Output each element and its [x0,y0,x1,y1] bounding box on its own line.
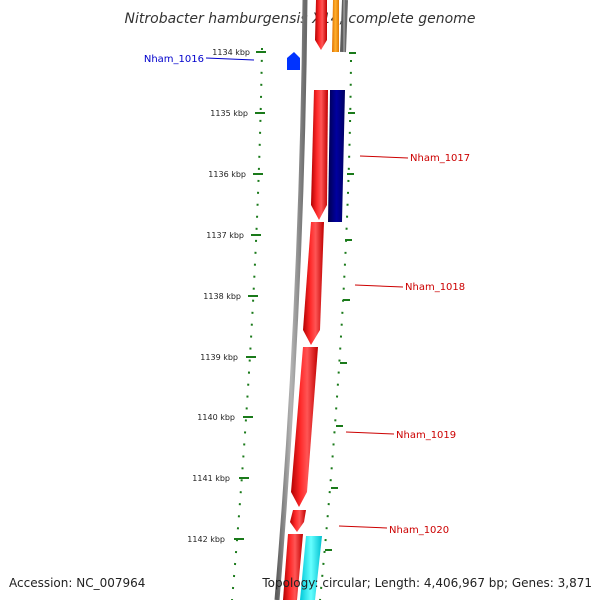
tick-label: 1134 kbp [212,48,250,57]
scale-ruler-left [231,47,263,600]
gene-feature-bottom[interactable] [283,534,303,600]
leader-line-nham-1017 [359,155,409,159]
cyan-feature[interactable] [300,536,322,600]
tick-label: 1140 kbp [197,413,235,422]
top-grey-feature [340,0,348,53]
leader-line-nham-1016 [205,57,255,61]
gene-arrow-nham-1019[interactable] [291,347,318,507]
backbone-strand [274,0,308,600]
tick-label: 1138 kbp [203,292,241,301]
orange-feature[interactable] [332,0,339,52]
gene-label-nham-1019[interactable]: Nham_1019 [396,430,456,441]
tick-label: 1142 kbp [187,535,225,544]
gene-label-nham-1016[interactable]: Nham_1016 [144,54,204,65]
tick-label: 1136 kbp [208,170,246,179]
tick-labels: 1134 kbp 1135 kbp 1136 kbp 1137 kbp 1138… [187,48,250,544]
gene-label-nham-1020[interactable]: Nham_1020 [389,525,449,536]
gene-arrow-nham-1016[interactable] [287,52,300,70]
tick-label: 1135 kbp [210,109,248,118]
gene-arrow-nham-1018[interactable] [303,222,324,345]
leader-line-nham-1018 [354,284,404,288]
accession-text: Accession: NC_007964 [9,576,145,590]
reverse-strand-feature[interactable] [328,90,345,222]
leader-line-nham-1019 [345,431,395,435]
tick-label: 1141 kbp [192,474,230,483]
map-title: Nitrobacter hamburgensis X14, complete g… [125,11,476,27]
gene-arrow-nham-1020[interactable] [290,510,306,532]
gene-arrow-nham-1017[interactable] [311,90,328,220]
leader-line-nham-1020 [338,525,388,529]
gene-label-nham-1018[interactable]: Nham_1018 [405,282,465,293]
tick-label: 1139 kbp [200,353,238,362]
tick-marks [234,51,356,551]
topology-text: Topology: circular; Length: 4,406,967 bp… [261,576,592,590]
gene-label-nham-1017[interactable]: Nham_1017 [410,153,470,164]
gene-feature-top[interactable] [315,0,327,50]
tick-label: 1137 kbp [206,231,244,240]
